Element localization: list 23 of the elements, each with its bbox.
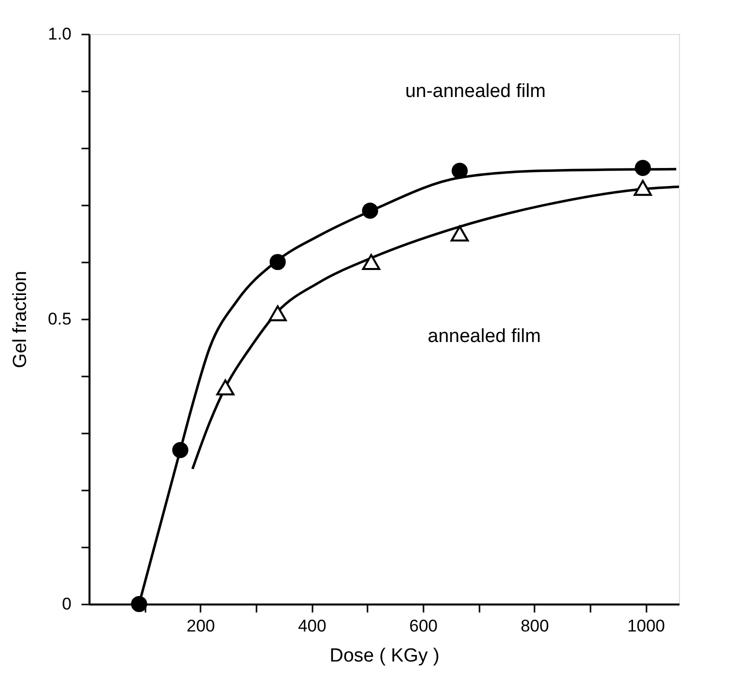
x-tick-label: 200 bbox=[186, 616, 216, 636]
x-tick-label: 400 bbox=[298, 616, 326, 636]
y-axis-title: Gel fraction bbox=[10, 270, 31, 368]
point bbox=[450, 226, 469, 242]
point bbox=[216, 379, 234, 396]
point bbox=[268, 305, 287, 322]
x-tick-label: 800 bbox=[520, 616, 549, 636]
point bbox=[634, 180, 652, 196]
x-axis-title: Dose ( KGy ) bbox=[330, 646, 440, 666]
point bbox=[362, 254, 380, 270]
point bbox=[270, 254, 286, 270]
point bbox=[362, 202, 378, 219]
y-tick-label: 0.5 bbox=[48, 310, 72, 328]
y-tick-label: 0 bbox=[62, 594, 72, 614]
point bbox=[452, 162, 468, 179]
annotation: annealed film bbox=[428, 326, 541, 348]
y-tick-label: 1.0 bbox=[48, 24, 72, 44]
x-tick-label: 600 bbox=[409, 616, 438, 636]
point bbox=[634, 160, 651, 176]
annotation: un-annealed film bbox=[405, 81, 546, 102]
point bbox=[172, 442, 188, 458]
point bbox=[131, 596, 148, 612]
x-tick-label: 1000 bbox=[627, 616, 666, 636]
